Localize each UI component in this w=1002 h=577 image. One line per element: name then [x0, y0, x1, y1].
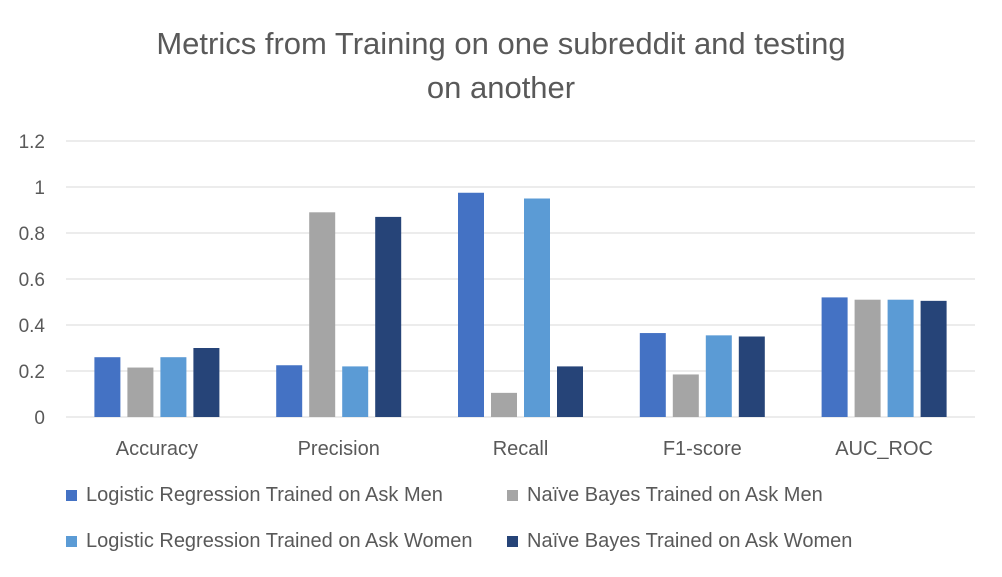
bars — [94, 192, 947, 417]
bar-accuracy-series-4 — [193, 348, 220, 417]
y-tick-label: 0.4 — [19, 316, 46, 337]
bar-f1-score-series-3 — [705, 335, 732, 417]
bar-recall-series-1 — [458, 192, 484, 417]
bar-accuracy-series-3 — [160, 357, 187, 417]
y-tick-label: 0 — [34, 408, 45, 429]
bar-f1-score-series-4 — [738, 336, 765, 417]
bar-f1-score-series-1 — [639, 333, 666, 417]
y-axis-ticks: 0 0.2 0.4 0.6 0.8 1 1.2 — [19, 132, 46, 429]
legend-swatch — [66, 490, 77, 501]
legend-swatch — [66, 536, 77, 547]
x-tick-label: Accuracy — [116, 438, 198, 460]
bar-precision-series-2 — [309, 212, 336, 417]
y-tick-label: 1 — [34, 178, 45, 199]
chart-title-line-2: on another — [426, 70, 576, 105]
legend-swatch — [507, 536, 518, 547]
x-axis-ticks: Accuracy Precision Recall F1-score AUC_ROC — [116, 438, 933, 460]
x-tick-label: Precision — [298, 438, 380, 460]
legend-label: Logistic Regression Trained on Ask Women — [86, 530, 473, 552]
y-tick-label: 0.6 — [19, 270, 45, 291]
bar-auc-roc-series-4 — [920, 300, 947, 417]
legend-item: Naïve Bayes Trained on Ask Women — [507, 530, 852, 553]
bar-accuracy-series-2 — [127, 367, 154, 417]
legend-item: Logistic Regression Trained on Ask Women — [66, 530, 473, 553]
y-tick-label: 1.2 — [19, 132, 45, 153]
bar-recall-series-2 — [491, 392, 517, 417]
legend-swatch — [507, 490, 518, 501]
bar-accuracy-series-1 — [94, 357, 121, 417]
bar-precision-series-1 — [276, 365, 303, 417]
y-tick-label: 0.8 — [19, 224, 45, 245]
x-tick-label: AUC_ROC — [835, 438, 933, 460]
chart-title-line-1: Metrics from Training on one subreddit a… — [156, 26, 846, 61]
bar-f1-score-series-2 — [672, 374, 699, 417]
bar-precision-series-3 — [342, 366, 369, 417]
legend-label: Naïve Bayes Trained on Ask Men — [527, 484, 823, 506]
x-tick-label: F1-score — [663, 438, 742, 460]
bar-auc-roc-series-1 — [821, 297, 848, 417]
y-tick-label: 0.2 — [19, 362, 45, 383]
legend-label: Naïve Bayes Trained on Ask Women — [527, 530, 853, 552]
bar-recall-series-4 — [557, 366, 583, 417]
legend-item: Naïve Bayes Trained on Ask Men — [507, 484, 823, 507]
bar-auc-roc-series-3 — [887, 299, 914, 417]
chart-title: Metrics from Training on one subreddit a… — [0, 22, 1002, 110]
bar-auc-roc-series-2 — [854, 299, 881, 417]
legend-label: Logistic Regression Trained on Ask Men — [86, 484, 443, 506]
bar-precision-series-4 — [375, 216, 402, 417]
bar-recall-series-3 — [524, 198, 550, 417]
x-tick-label: Recall — [493, 438, 549, 460]
legend-item: Logistic Regression Trained on Ask Men — [66, 484, 443, 507]
